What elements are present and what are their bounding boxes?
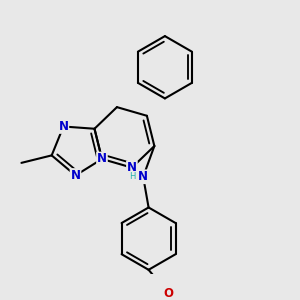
Text: N: N xyxy=(97,152,107,166)
Text: H: H xyxy=(129,172,136,181)
Text: O: O xyxy=(164,287,174,300)
Text: N: N xyxy=(138,170,148,183)
Text: N: N xyxy=(58,120,68,133)
Text: N: N xyxy=(127,161,137,174)
Text: N: N xyxy=(70,169,80,182)
